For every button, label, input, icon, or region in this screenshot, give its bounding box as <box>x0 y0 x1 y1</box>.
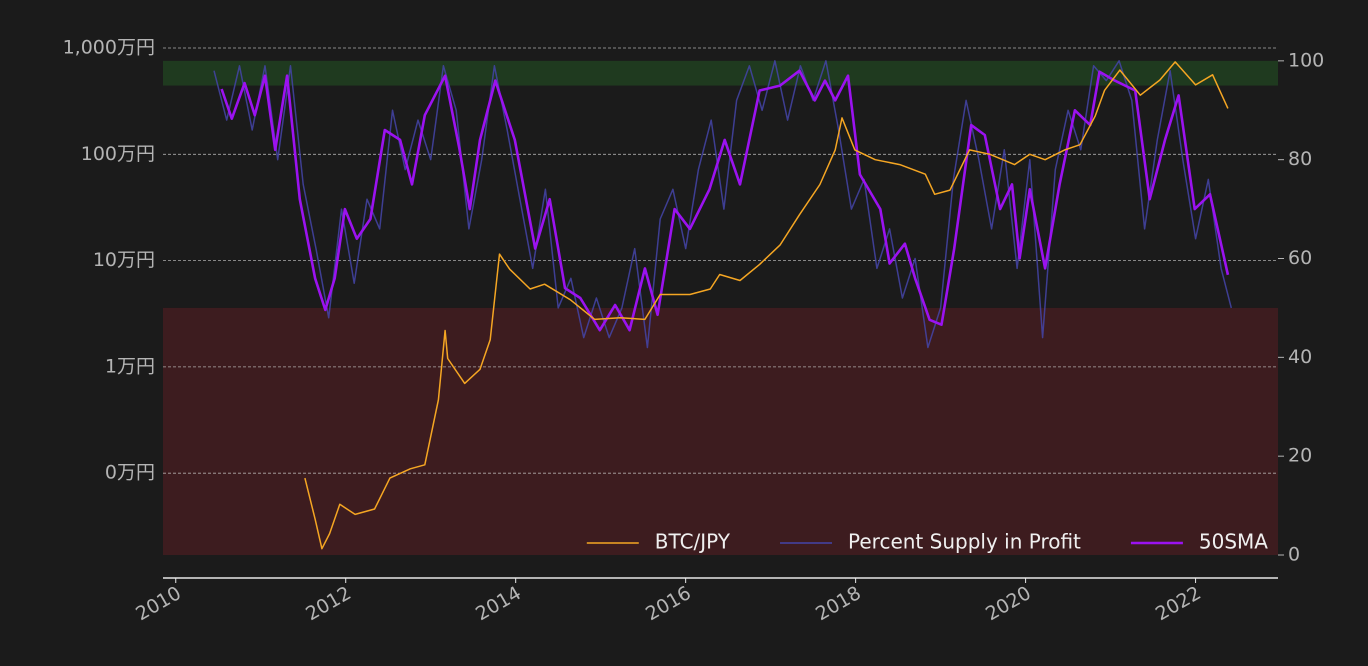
legend-label: 50SMA <box>1199 530 1268 554</box>
y2-tick-label: 60 <box>1288 247 1312 269</box>
y2-tick-label: 20 <box>1288 445 1312 467</box>
y2-tick-label: 40 <box>1288 346 1312 368</box>
y-tick-label: 10万円 <box>93 249 155 271</box>
series-line <box>220 69 1230 332</box>
y-tick-label: 100万円 <box>81 143 155 165</box>
y2-tick-label: 0 <box>1288 544 1300 566</box>
y-tick-label: 0万円 <box>105 462 155 484</box>
legend-label: Percent Supply in Profit <box>848 530 1081 554</box>
band <box>163 307 1278 555</box>
series-line <box>304 61 1229 550</box>
legend: 50SMA Percent Supply in Profit BTC/JPY <box>586 530 1268 554</box>
y-tick-label: 1万円 <box>105 355 155 377</box>
y2-tick-label: 100 <box>1288 49 1324 71</box>
y-tick-label: 1,000万円 <box>63 37 155 59</box>
series-line <box>213 60 1233 349</box>
legend-label: BTC/JPY <box>655 530 731 554</box>
y2-tick-label: 80 <box>1288 148 1312 170</box>
